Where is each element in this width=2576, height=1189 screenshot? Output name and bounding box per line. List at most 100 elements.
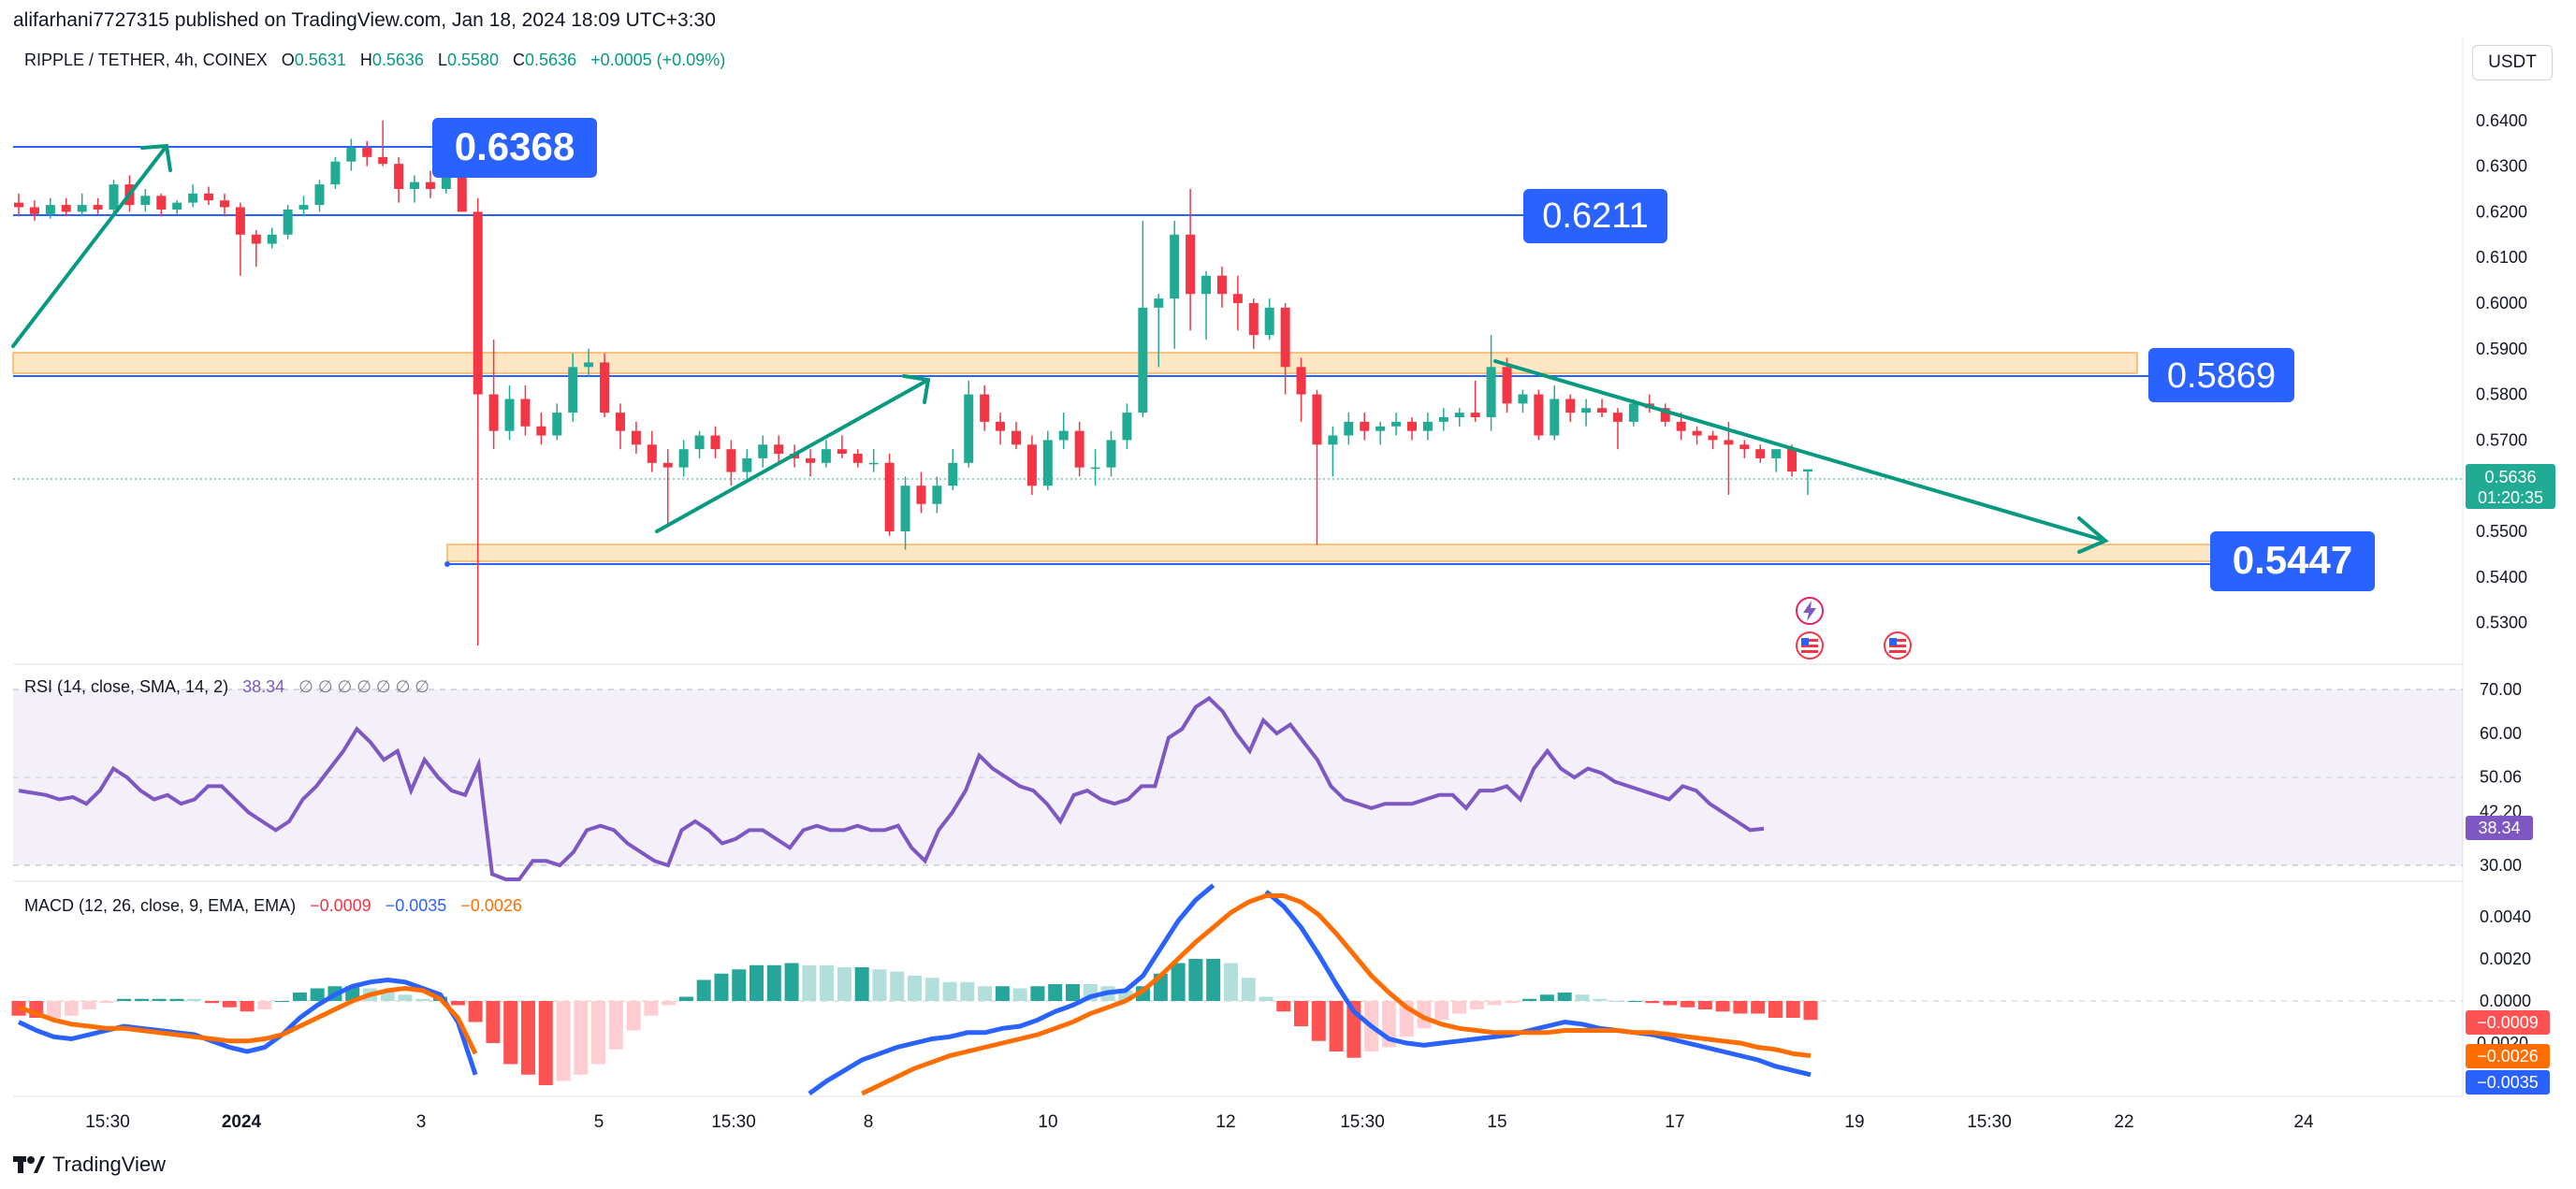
- candlestick-series[interactable]: [14, 120, 1812, 645]
- time-tick-label: 15:30: [1340, 1112, 1385, 1132]
- candle-body: [1470, 413, 1480, 417]
- macd-hist-bar: [1768, 1001, 1783, 1018]
- price-tick-label: 0.5700: [2476, 430, 2527, 449]
- currency-button[interactable]: USDT: [2472, 45, 2553, 80]
- time-tick-label: 12: [1215, 1112, 1235, 1132]
- macd-hist-bar: [1259, 996, 1273, 1001]
- candle-body: [140, 196, 151, 206]
- macd-hist-bar: [1118, 990, 1133, 1001]
- macd-hist-bar: [854, 967, 869, 1001]
- macd-line[interactable]: [17, 883, 1812, 1096]
- macd-hist-bar: [257, 1001, 272, 1009]
- candle-body: [1312, 394, 1322, 445]
- macd-axis[interactable]: 0.0040 0.0020 0.0000: [2480, 907, 2531, 1010]
- candle-body: [980, 394, 990, 422]
- time-tick-label: 10: [1038, 1112, 1057, 1132]
- candle-body: [821, 449, 831, 463]
- rsi-line[interactable]: [18, 695, 1765, 881]
- candle-body: [694, 435, 705, 450]
- price-tick-label: 0.5400: [2476, 568, 2527, 587]
- macd-hist-tag[interactable]: −0.0009: [2466, 1010, 2550, 1035]
- lightning-icon[interactable]: [1796, 597, 1824, 625]
- price-tick-label: 0.6000: [2476, 294, 2527, 312]
- current-price-tag[interactable]: 0.5636 01:20:35: [2466, 464, 2555, 509]
- macd-hist-bar: [1593, 998, 1608, 1001]
- macd-hist-bar: [995, 986, 1010, 1001]
- candle-body: [1216, 275, 1227, 295]
- us-flag-icon[interactable]: [1796, 631, 1824, 660]
- candle-body: [1154, 298, 1164, 308]
- macd-hist-bar: [275, 1001, 290, 1002]
- macd-hist-bar: [1311, 1001, 1326, 1041]
- candle-body: [1597, 408, 1608, 413]
- rsi-value-tag[interactable]: 38.34: [2466, 816, 2533, 840]
- candle-body: [710, 435, 720, 450]
- level-label-5869[interactable]: 0.5869: [2148, 348, 2294, 402]
- candle-body: [1074, 430, 1084, 468]
- svg-text:38.34: 38.34: [2478, 819, 2520, 837]
- macd-hist-bar: [310, 988, 325, 1001]
- candle-body: [900, 486, 910, 531]
- tradingview-logo[interactable]: TradingView: [13, 1153, 166, 1177]
- svg-text:0.6368: 0.6368: [455, 124, 575, 168]
- macd-line-tag[interactable]: −0.0035: [2466, 1070, 2550, 1095]
- macd-signal-tag[interactable]: −0.0026: [2466, 1044, 2550, 1068]
- candle-body: [61, 205, 71, 212]
- price-axis[interactable]: 0.65000.64000.63000.62000.61000.60000.59…: [2476, 65, 2527, 632]
- resistance-zone[interactable]: [12, 352, 2138, 374]
- macd-histogram[interactable]: [11, 959, 1818, 1085]
- macd-hist-bar: [890, 971, 905, 1001]
- candle-body: [662, 462, 673, 468]
- macd-hist-bar: [1505, 1001, 1520, 1004]
- candle-body: [1360, 421, 1370, 431]
- svg-text:0.6211: 0.6211: [1542, 196, 1648, 236]
- publisher-header: alifarhani7727315 published on TradingVi…: [13, 9, 716, 31]
- rsi-tick-label: 30.00: [2480, 856, 2522, 875]
- candle-body: [1534, 394, 1544, 436]
- candle-body: [1803, 469, 1812, 472]
- macd-hist-bar: [960, 981, 975, 1001]
- macd-hist-bar: [1803, 1001, 1818, 1021]
- candle-body: [1502, 367, 1512, 404]
- time-tick-label: 15:30: [1967, 1112, 2012, 1132]
- candle-body: [631, 430, 641, 445]
- rsi-legend: RSI (14, close, SMA, 14, 2) 38.34 ∅ ∅ ∅ …: [24, 677, 429, 696]
- trend-arrow[interactable]: [1493, 359, 2109, 554]
- support-zone[interactable]: [446, 544, 2226, 562]
- trend-arrow[interactable]: [11, 143, 172, 348]
- candle-body: [45, 205, 55, 214]
- macd-hist-bar: [556, 1001, 571, 1081]
- level-anchor[interactable]: [444, 561, 450, 567]
- candle-body: [1755, 449, 1766, 458]
- macd-hist-bar: [486, 1001, 501, 1043]
- macd-hist-bar: [81, 1001, 96, 1009]
- trend-arrow[interactable]: [655, 374, 931, 533]
- candle-body: [1692, 430, 1702, 436]
- candle-body: [1581, 408, 1592, 413]
- candle-body: [378, 156, 388, 165]
- level-label-5447[interactable]: 0.5447: [2210, 531, 2375, 591]
- time-axis[interactable]: 15:30 2024 3 5 15:30 8 10 12 15:30 15 17 19 15:30 22 2…: [85, 1112, 2314, 1132]
- macd-hist-bar: [415, 998, 430, 1001]
- macd-hist-bar: [134, 998, 149, 1001]
- macd-hist-bar: [292, 993, 307, 1001]
- macd-hist-bar: [1663, 1001, 1678, 1006]
- macd-hist-bar: [1048, 984, 1063, 1001]
- macd-hist-bar: [398, 994, 413, 1001]
- candle-body: [884, 462, 895, 531]
- level-label-6368[interactable]: 0.6368: [432, 118, 597, 178]
- candle-body: [1391, 421, 1402, 427]
- time-tick-label: 2024: [222, 1112, 262, 1132]
- candle-body: [235, 207, 245, 235]
- candle-body: [394, 164, 404, 189]
- time-tick-label: 3: [416, 1112, 427, 1132]
- signal-line[interactable]: [18, 893, 1812, 1096]
- candle-body: [1090, 467, 1100, 470]
- candle-body: [1550, 399, 1560, 436]
- candle-body: [1248, 303, 1259, 336]
- level-label-6211[interactable]: 0.6211: [1523, 189, 1667, 243]
- macd-hist-bar: [1697, 1001, 1712, 1009]
- us-flag-icon[interactable]: [1884, 631, 1912, 660]
